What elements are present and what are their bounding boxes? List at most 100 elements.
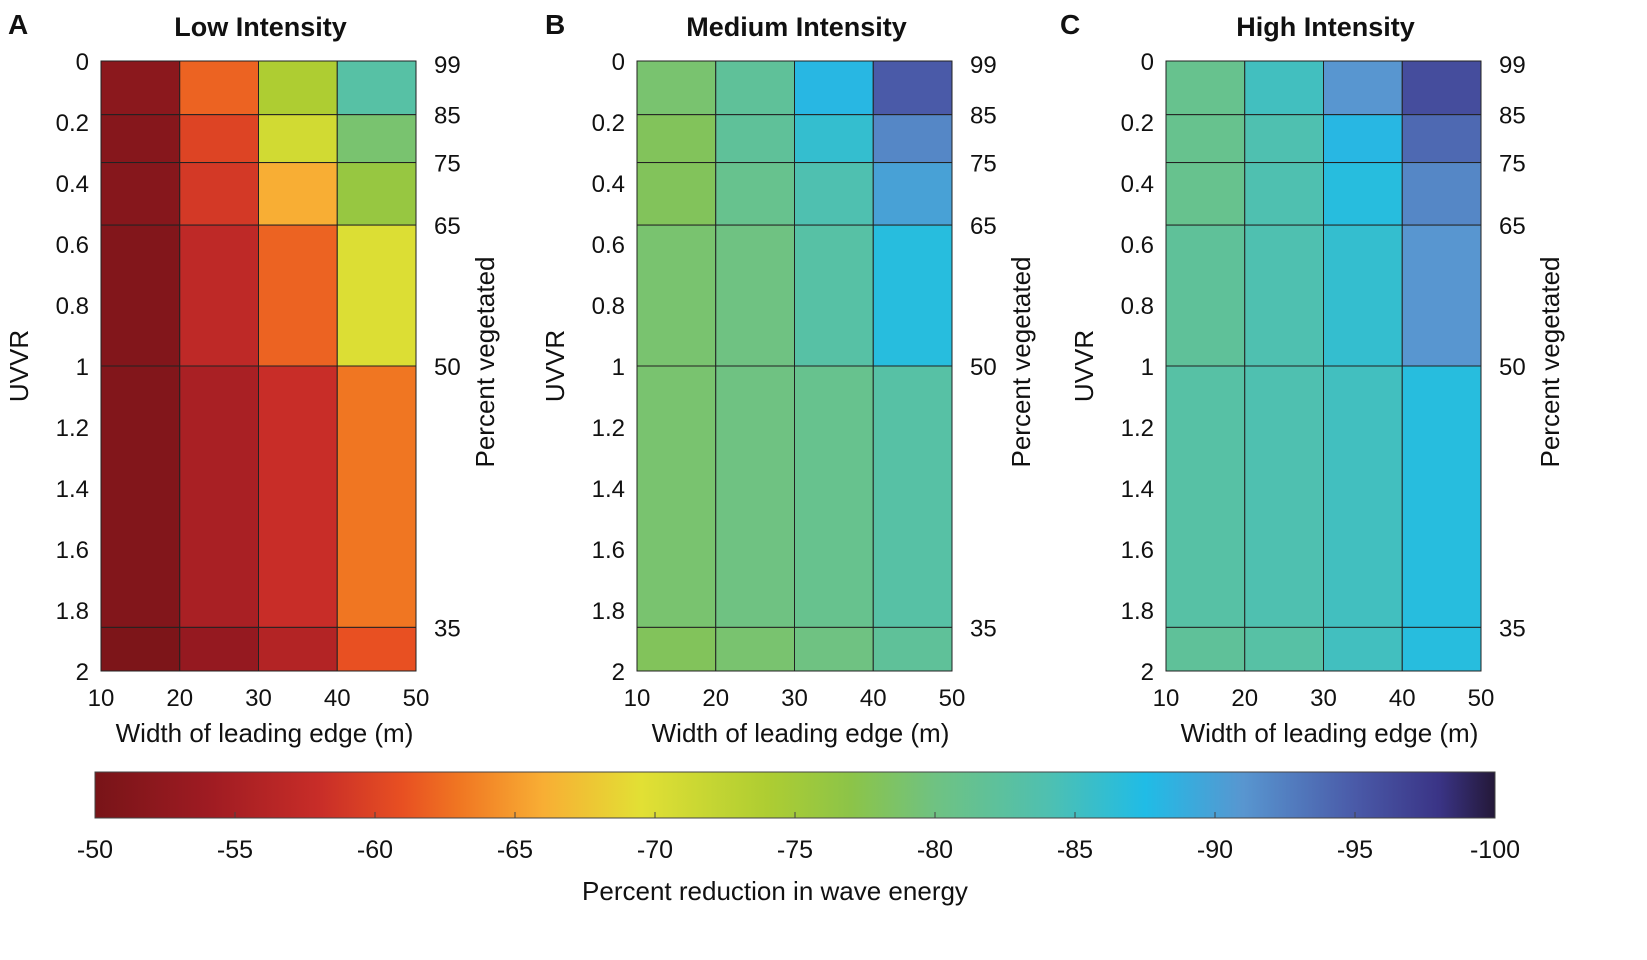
heatmap-cell xyxy=(1401,60,1482,116)
x-tick-label: 30 xyxy=(781,685,808,712)
x-tick-label: 10 xyxy=(1153,685,1180,712)
y2-tick-label: 65 xyxy=(970,213,997,240)
y-tick-label: 1 xyxy=(612,354,625,381)
y-tick-label: 1.2 xyxy=(56,415,89,442)
heatmap-cell xyxy=(1323,626,1403,672)
heatmap-cell xyxy=(1323,60,1403,116)
colorbar-tick-label: -50 xyxy=(77,836,113,864)
y-tick-label: 1 xyxy=(1141,354,1154,381)
heatmap-cell xyxy=(872,60,953,116)
heatmap-cell xyxy=(1401,114,1482,164)
x-tick-label: 30 xyxy=(245,685,272,712)
x-axis-label: Width of leading edge (m) xyxy=(1181,718,1479,748)
colorbar-tick-label: -85 xyxy=(1057,836,1093,864)
colorbar-gradient xyxy=(94,771,1496,819)
x-tick-label: 50 xyxy=(1468,685,1495,712)
panel-a: A Low Intensity 0 0.2 0.4 0.6 0.8 1 1.2 1.4 1.6 1.8… xyxy=(4,9,500,748)
heatmap-cell xyxy=(1165,365,1246,628)
colorbar-tick-label: -60 xyxy=(357,836,393,864)
y-tick-label: 0.6 xyxy=(56,232,89,259)
heatmap-cell xyxy=(794,626,874,672)
heatmap-cell xyxy=(179,224,259,367)
colorbar-tick-label: -95 xyxy=(1337,836,1373,864)
heatmap-cell xyxy=(336,60,417,116)
heatmap-cell xyxy=(1244,224,1324,367)
heatmap-cell xyxy=(336,365,417,628)
y2-axis-label: Percent vegetated xyxy=(1535,256,1565,467)
heatmap-cell xyxy=(1244,162,1324,226)
panel-title: Low Intensity xyxy=(174,12,347,42)
y2-tick-label: 99 xyxy=(1499,52,1526,79)
y2-tick-label: 65 xyxy=(1499,213,1526,240)
heatmap-cell xyxy=(179,60,259,116)
heatmap-cell xyxy=(1323,114,1403,164)
y2-tick-label: 50 xyxy=(970,354,997,381)
y2-tick-label: 35 xyxy=(970,615,997,642)
heatmap-cell xyxy=(336,162,417,226)
x-tick-label: 50 xyxy=(939,685,966,712)
heatmap-cell xyxy=(336,626,417,672)
heatmap-cell xyxy=(100,114,181,164)
y-tick-label: 0.6 xyxy=(592,232,625,259)
colorbar: -50 -55 -60 -65 -70 -75 -80 -85 -90 -95 -100 Perce… xyxy=(77,771,1520,906)
y-tick-label: 0 xyxy=(76,49,89,76)
y-tick-label: 1.2 xyxy=(592,415,625,442)
x-tick-label: 40 xyxy=(1389,685,1416,712)
heatmap-cell xyxy=(794,224,874,367)
heatmap-cell xyxy=(336,114,417,164)
heatmap-cell xyxy=(1401,224,1482,367)
heatmap-cell xyxy=(258,626,338,672)
y-tick-label: 0.2 xyxy=(1121,110,1154,137)
y-tick-label: 0.4 xyxy=(56,171,89,198)
y-tick-label: 1.6 xyxy=(1121,537,1154,564)
heatmap-cell xyxy=(636,626,717,672)
x-tick-label: 10 xyxy=(624,685,651,712)
x-axis-label: Width of leading edge (m) xyxy=(652,718,950,748)
heatmap-cell xyxy=(636,224,717,367)
heatmap-cell xyxy=(1165,224,1246,367)
y2-tick-label: 99 xyxy=(970,52,997,79)
panel-letter: A xyxy=(8,9,28,40)
heatmap-cell xyxy=(715,114,795,164)
y-axis-label: UVVR xyxy=(540,330,570,402)
heatmap-cell xyxy=(1244,60,1324,116)
y-tick-label: 0.8 xyxy=(56,293,89,320)
y-tick-label: 0.8 xyxy=(1121,293,1154,320)
y-tick-label: 1 xyxy=(76,354,89,381)
heatmap-cell xyxy=(1323,162,1403,226)
heatmap-cell xyxy=(1165,114,1246,164)
y-tick-label: 0.4 xyxy=(1121,171,1154,198)
colorbar-tick-label: -90 xyxy=(1197,836,1233,864)
heatmap-cell xyxy=(1244,626,1324,672)
y-axis-label: UVVR xyxy=(1069,330,1099,402)
y-tick-label: 0.6 xyxy=(1121,232,1154,259)
y-tick-label: 1.4 xyxy=(1121,476,1154,503)
colorbar-tick-label: -55 xyxy=(217,836,253,864)
heatmap-cell xyxy=(100,162,181,226)
heatmap-cell xyxy=(100,365,181,628)
heatmap-cell xyxy=(1401,162,1482,226)
heatmap-cell xyxy=(258,162,338,226)
y-tick-label: 2 xyxy=(612,659,625,686)
heatmap-cell xyxy=(179,162,259,226)
heatmap-cell xyxy=(1165,626,1246,672)
y-axis-label: UVVR xyxy=(4,330,34,402)
y2-axis-label: Percent vegetated xyxy=(470,256,500,467)
y-tick-label: 0.4 xyxy=(592,171,625,198)
heatmap-cell xyxy=(258,114,338,164)
y-tick-label: 1.8 xyxy=(592,598,625,625)
heatmap-cell xyxy=(715,60,795,116)
panel-letter: C xyxy=(1060,9,1080,40)
colorbar-tick-label: -100 xyxy=(1470,836,1520,864)
heatmap-cell xyxy=(872,365,953,628)
colorbar-tick-label: -65 xyxy=(497,836,533,864)
x-tick-label: 20 xyxy=(1231,685,1258,712)
colorbar-label: Percent reduction in wave energy xyxy=(582,876,968,906)
heatmap-cell xyxy=(1401,365,1482,628)
heatmap-cell xyxy=(1323,224,1403,367)
heatmap-cell xyxy=(794,162,874,226)
y2-tick-label: 75 xyxy=(1499,151,1526,178)
heatmap-cell xyxy=(636,114,717,164)
x-axis-label: Width of leading edge (m) xyxy=(116,718,414,748)
y2-tick-label: 99 xyxy=(434,52,461,79)
